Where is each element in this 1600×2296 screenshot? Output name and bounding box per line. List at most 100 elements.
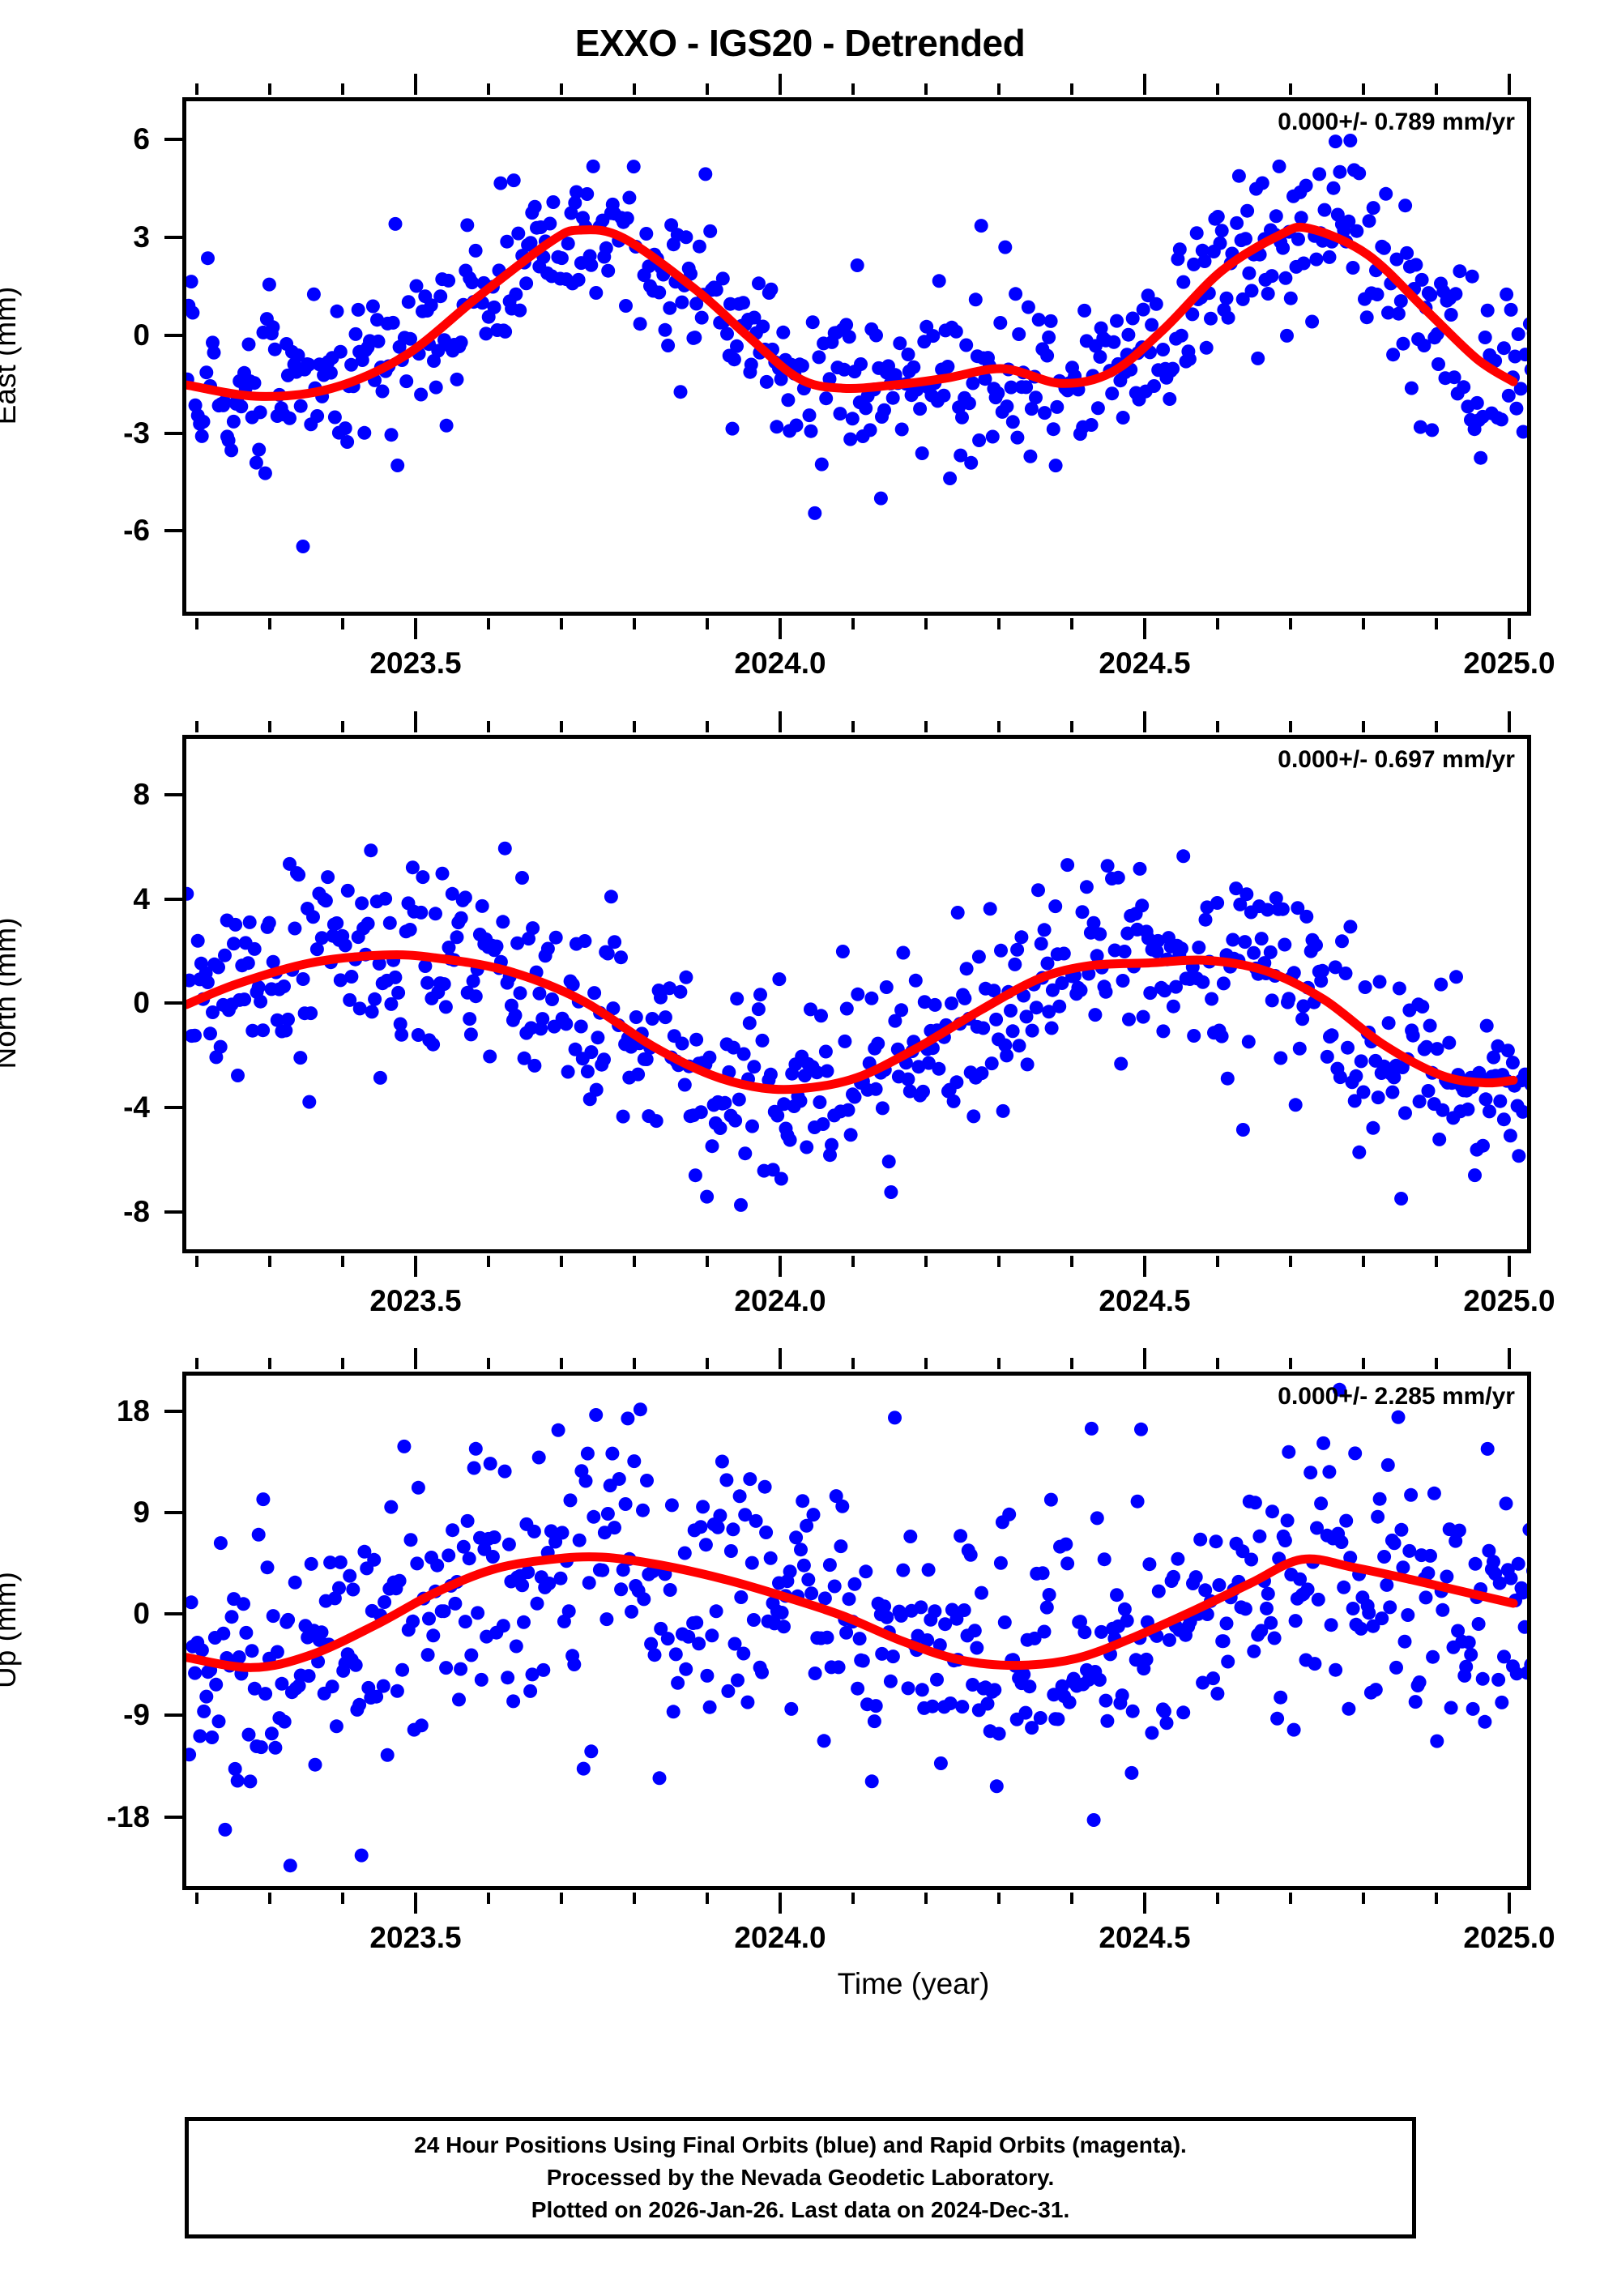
x-tick-mark-minor — [851, 1256, 855, 1267]
x-tick-mark-top — [851, 83, 855, 95]
x-tick-mark-minor — [1435, 1256, 1438, 1267]
scatter-points — [186, 134, 1527, 553]
x-tick-mark-top — [1216, 1358, 1219, 1369]
x-tick-mark-top — [997, 1358, 1001, 1369]
y-tick-mark — [164, 333, 182, 337]
data-layer-up — [186, 1382, 1527, 1873]
x-tick-mark-minor — [851, 1893, 855, 1904]
x-tick-mark-minor — [997, 1893, 1001, 1904]
x-axis-label: Time (year) — [837, 1967, 990, 2000]
x-tick-mark-top — [268, 1358, 271, 1369]
x-tick-mark-major — [779, 1256, 782, 1277]
x-tick-mark-top — [487, 1358, 490, 1369]
x-tick-mark-major — [1508, 1893, 1511, 1914]
x-tick-mark-top — [1289, 83, 1292, 95]
x-tick-mark-top — [1362, 83, 1365, 95]
y-tick-mark — [164, 792, 182, 796]
page-title: EXXO - IGS20 - Detrended — [574, 22, 1026, 64]
x-tick-mark-minor — [1216, 618, 1219, 629]
caption-line-3: Plotted on 2026-Jan-26. Last data on 202… — [531, 2196, 1070, 2222]
y-axis-label-north: North (mm) — [0, 917, 22, 1069]
caption-box: 24 Hour Positions Using Final Orbits (bl… — [185, 2117, 1416, 2238]
x-tick-mark-top — [341, 1358, 344, 1369]
y-tick-label: 6 — [133, 122, 150, 156]
x-tick-label: 2025.0 — [1463, 1284, 1555, 1317]
y-tick-label: -3 — [123, 416, 150, 450]
x-tick-mark-major — [779, 1893, 782, 1914]
x-tick-mark-top — [341, 721, 344, 732]
x-tick-mark-top — [851, 721, 855, 732]
model-curve — [186, 950, 1518, 1095]
x-tick-mark-top — [1435, 721, 1438, 732]
x-tick-mark-minor — [1289, 1893, 1292, 1904]
x-tick-mark-top — [487, 83, 490, 95]
x-tick-mark-top — [1435, 1358, 1438, 1369]
x-tick-mark-minor — [1289, 1256, 1292, 1267]
y-tick-label: 4 — [133, 881, 150, 915]
x-tick-mark-top — [487, 721, 490, 732]
x-tick-mark-minor — [1070, 618, 1073, 629]
y-tick-mark — [164, 1510, 182, 1514]
plot-area-east — [182, 97, 1531, 616]
x-tick-label: 2024.5 — [1099, 1284, 1191, 1317]
x-tick-mark-minor — [1435, 1893, 1438, 1904]
x-tick-mark-minor — [560, 1256, 563, 1267]
x-tick-mark-top — [341, 83, 344, 95]
x-tick-mark-major — [1508, 618, 1511, 639]
x-tick-mark-top — [633, 1358, 636, 1369]
x-tick-mark-top — [1362, 721, 1365, 732]
x-tick-mark-top — [195, 1358, 198, 1369]
x-tick-label: 2023.5 — [369, 1284, 462, 1317]
x-tick-mark-top — [1143, 1348, 1146, 1369]
caption-line-2: Processed by the Nevada Geodetic Laborat… — [546, 2165, 1055, 2191]
x-tick-mark-minor — [851, 618, 855, 629]
x-tick-mark-top — [1289, 1358, 1292, 1369]
x-tick-mark-top — [1508, 74, 1511, 95]
x-tick-mark-minor — [487, 1893, 490, 1904]
x-tick-mark-top — [706, 83, 709, 95]
x-tick-mark-top — [779, 711, 782, 732]
x-tick-mark-major — [779, 618, 782, 639]
x-tick-mark-minor — [924, 1893, 928, 1904]
x-tick-mark-minor — [633, 618, 636, 629]
x-tick-mark-minor — [195, 1256, 198, 1267]
y-tick-label: 0 — [133, 1597, 150, 1631]
x-tick-mark-major — [414, 1256, 417, 1277]
x-tick-mark-minor — [341, 1893, 344, 1904]
y-tick-mark — [164, 1612, 182, 1616]
y-axis-label-east: East (mm) — [0, 286, 22, 425]
x-tick-mark-top — [1216, 721, 1219, 732]
scatter-points — [186, 841, 1527, 1212]
x-tick-mark-major — [414, 1893, 417, 1914]
y-tick-mark — [164, 1210, 182, 1214]
data-layer-east — [186, 134, 1527, 553]
x-tick-mark-minor — [1362, 1893, 1365, 1904]
x-tick-mark-top — [706, 1358, 709, 1369]
x-tick-mark-minor — [195, 1893, 198, 1904]
x-tick-mark-minor — [487, 618, 490, 629]
x-tick-mark-minor — [706, 1256, 709, 1267]
x-tick-mark-top — [195, 721, 198, 732]
x-tick-mark-minor — [1289, 618, 1292, 629]
rate-annotation-north: 0.000+/- 0.697 mm/yr — [1278, 746, 1515, 773]
x-tick-mark-top — [1508, 711, 1511, 732]
x-tick-mark-minor — [633, 1256, 636, 1267]
x-tick-mark-top — [706, 721, 709, 732]
rate-annotation-up: 0.000+/- 2.285 mm/yr — [1278, 1383, 1515, 1410]
x-tick-mark-top — [997, 721, 1001, 732]
y-tick-mark — [164, 138, 182, 142]
x-tick-mark-top — [1508, 1348, 1511, 1369]
x-tick-mark-minor — [997, 1256, 1001, 1267]
x-tick-mark-minor — [706, 1893, 709, 1904]
x-tick-mark-minor — [268, 618, 271, 629]
x-tick-mark-top — [1362, 1358, 1365, 1369]
x-tick-mark-top — [779, 1348, 782, 1369]
y-axis-label-up: Up (mm) — [0, 1572, 22, 1688]
x-tick-mark-minor — [560, 618, 563, 629]
y-tick-label: -18 — [106, 1799, 150, 1833]
x-tick-mark-minor — [195, 618, 198, 629]
y-tick-mark — [164, 236, 182, 240]
x-tick-label: 2025.0 — [1463, 647, 1555, 680]
y-tick-label: 0 — [133, 318, 150, 352]
